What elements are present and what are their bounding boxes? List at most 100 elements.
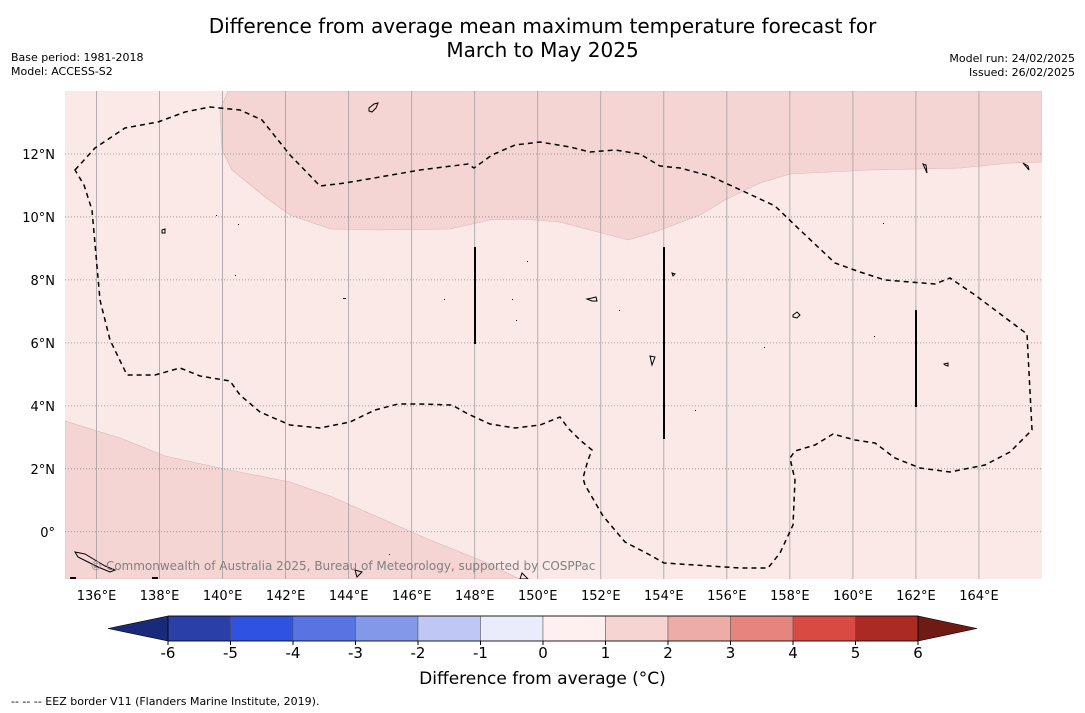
latitude-tick-label: 10°N [22, 211, 55, 226]
atoll [874, 336, 875, 337]
longitude-tick-label: 162°E [896, 589, 936, 604]
atoll [883, 223, 884, 224]
island [943, 362, 949, 367]
colorbar-label: Difference from average (°C) [419, 669, 666, 689]
title-line-2: March to May 2025 [446, 38, 639, 62]
colorbar-tick-label: 5 [851, 644, 861, 662]
colorbar-tick-label: 6 [913, 644, 923, 662]
atoll [695, 410, 696, 411]
colorbar-tick-label: 1 [601, 644, 611, 662]
colorbar-under-arrow [107, 615, 169, 642]
longitude-tick-labels: 136°E 138°E 140°E 142°E 144°E 146°E 148°E 150°E… [77, 589, 999, 604]
colorbar-tick-label: -6 [161, 644, 176, 662]
longitude-tick-label: 142°E [266, 589, 306, 604]
colorbar-segment [855, 615, 919, 642]
island-coastlines [73, 102, 1030, 579]
colorbar-tick-label: -3 [348, 644, 363, 662]
longitude-tick-label: 136°E [77, 589, 117, 604]
colorbar-tick-label: -2 [411, 644, 426, 662]
map-plot-area: © Commonwealth of Australia 2025, Bureau… [65, 91, 1042, 579]
latitude-tick-label: 4°N [31, 400, 56, 415]
atoll [235, 275, 236, 276]
atoll [527, 261, 528, 262]
model-name: Model: ACCESS-S2 [11, 65, 113, 78]
latitude-tick-label: 6°N [31, 337, 56, 352]
colorbar-tick-label: -4 [286, 644, 301, 662]
atoll [152, 577, 158, 579]
longitude-tick-label: 150°E [518, 589, 558, 604]
atoll [619, 310, 620, 311]
colorbar-segment [355, 615, 419, 642]
model-run: Model run: 24/02/2025 [949, 52, 1075, 65]
atoll [70, 577, 76, 579]
longitude-tick-label: 164°E [959, 589, 999, 604]
atoll [343, 298, 346, 299]
island [671, 272, 676, 277]
longitude-tick-label: 148°E [455, 589, 495, 604]
atoll [516, 320, 517, 321]
colorbar-over-arrow [917, 615, 978, 642]
copyright-text: © Commonwealth of Australia 2025, Bureau… [90, 559, 595, 573]
colorbar-segment [667, 615, 731, 642]
colorbar-segment [230, 615, 294, 642]
colorbar-segment [730, 615, 794, 642]
colorbar-tick-label: -5 [223, 644, 238, 662]
atoll [764, 347, 765, 348]
island [792, 311, 801, 319]
colorbar-tick-label: -1 [473, 644, 488, 662]
atoll [238, 224, 239, 225]
longitude-tick-label: 140°E [203, 589, 243, 604]
colorbar: -6 -5 -4 -3 -2 -1 0 1 2 3 4 5 6 [107, 615, 978, 662]
longitude-tick-label: 144°E [329, 589, 369, 604]
latitude-tick-label: 2°N [31, 463, 56, 478]
atoll [444, 299, 445, 300]
island [922, 163, 928, 174]
island [354, 569, 363, 578]
colorbar-tick-label: 0 [538, 644, 548, 662]
eez-footnote: -- -- -- EEZ border V11 (Flanders Marine… [11, 695, 320, 708]
graticule [65, 91, 1042, 579]
map-title: Difference from average mean maximum tem… [0, 14, 1085, 62]
island [585, 296, 598, 302]
longitude-tick-label: 156°E [707, 589, 747, 604]
island [73, 551, 117, 573]
atoll [389, 554, 390, 555]
island [161, 228, 166, 234]
atoll-dots [70, 215, 884, 579]
island [1022, 162, 1030, 171]
longitude-tick-label: 158°E [770, 589, 810, 604]
colorbar-segment [417, 615, 481, 642]
longitude-tick-label: 152°E [581, 589, 621, 604]
colorbar-segment [292, 615, 356, 642]
colorbar-segment [167, 615, 231, 642]
meta-left: Base period: 1981-2018 Model: ACCESS-S2 [11, 51, 143, 79]
atoll [216, 215, 217, 216]
island [519, 572, 529, 579]
colorbar-segment [792, 615, 856, 642]
island [368, 102, 379, 113]
longitude-tick-label: 160°E [833, 589, 873, 604]
longitude-tick-label: 154°E [644, 589, 684, 604]
colorbar-tick-label: 2 [663, 644, 673, 662]
latitude-tick-label: 12°N [22, 148, 55, 163]
colorbar-segment [542, 615, 606, 642]
meta-right: Model run: 24/02/2025 Issued: 26/02/2025 [949, 52, 1075, 80]
longitude-tick-label: 146°E [392, 589, 432, 604]
base-period: Base period: 1981-2018 [11, 51, 144, 64]
colorbar-tick-label: 3 [726, 644, 736, 662]
issued-date: Issued: 26/02/2025 [968, 66, 1075, 79]
anomaly-1-2-region-south [65, 420, 521, 579]
latitude-tick-label: 0° [40, 526, 55, 541]
latitude-tick-label: 8°N [31, 274, 56, 289]
eez-border [74, 106, 1033, 569]
colorbar-segment [480, 615, 544, 642]
atoll [512, 299, 513, 300]
island [649, 355, 656, 367]
colorbar-segment [605, 615, 669, 642]
title-line-1: Difference from average mean maximum tem… [208, 14, 877, 38]
latitude-tick-labels: 0° 2°N 4°N 6°N 8°N 10°N 12°N [22, 148, 55, 541]
colorbar-tick-label: 4 [788, 644, 798, 662]
longitude-tick-label: 138°E [140, 589, 180, 604]
anomaly-1-2-region-north [219, 91, 1042, 241]
